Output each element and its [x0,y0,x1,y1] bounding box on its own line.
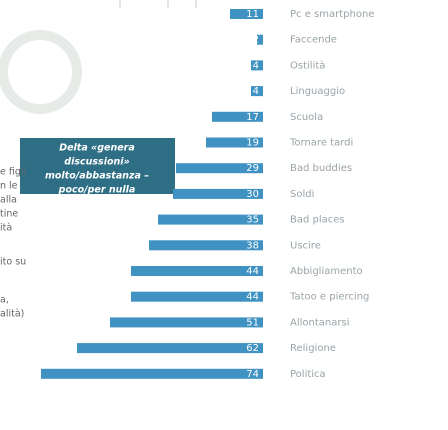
value-label: 4 [253,60,259,71]
left-label: e figli [0,167,26,178]
value-label: 35 [246,215,259,226]
value-label: 19 [246,138,259,149]
category-label: Bad places [290,215,345,226]
category-label: Politica [290,369,326,380]
left-label: a, [0,295,9,306]
left-label: tine [0,209,18,220]
value-label: 44 [246,266,259,277]
bar [41,369,263,379]
category-label: Pc e smartphone [290,9,374,20]
category-label: Abbigliamento [290,266,363,277]
category-label: Allontanarsi [290,317,349,328]
category-label: Soldi [290,189,314,200]
category-label: Religione [290,343,336,354]
left-label: ità [0,223,12,234]
chart: Delta «genera discussioni» molto/abbastanz… [0,0,448,426]
category-label: Faccende [290,35,337,46]
left-label: alla [0,195,17,206]
category-label: Tornare tardi [289,138,353,149]
legend-text: molto/abbastanza – [45,171,149,182]
value-label: 4 [253,86,259,97]
value-label: 62 [246,343,259,354]
category-label: Tatoo e piercing [289,292,369,303]
value-label: 74 [246,369,259,380]
category-label: Scuola [290,112,323,123]
value-label: 44 [246,292,259,303]
category-label: Bad buddies [290,163,352,174]
bar [131,292,263,302]
legend-text: discussioni» [64,157,129,168]
category-label: Linguaggio [290,86,345,97]
logo-inner [8,40,72,104]
value-label: 11 [246,9,259,20]
legend-text: poco/per nulla [58,185,136,196]
category-label: Ostilità [290,59,325,71]
value-label: 2 [253,35,259,46]
bar [77,343,263,353]
value-label: 51 [246,317,259,328]
legend-text: Delta «genera [59,143,135,154]
bar [131,266,263,276]
bar [110,317,263,327]
value-label: 17 [246,112,259,123]
left-label: ito su [0,257,26,268]
left-label: n le [0,181,18,192]
value-label: 38 [246,240,259,251]
value-label: 30 [246,189,259,200]
left-label: alità) [0,309,24,320]
value-label: 29 [246,163,259,174]
category-label: Uscire [290,240,321,251]
